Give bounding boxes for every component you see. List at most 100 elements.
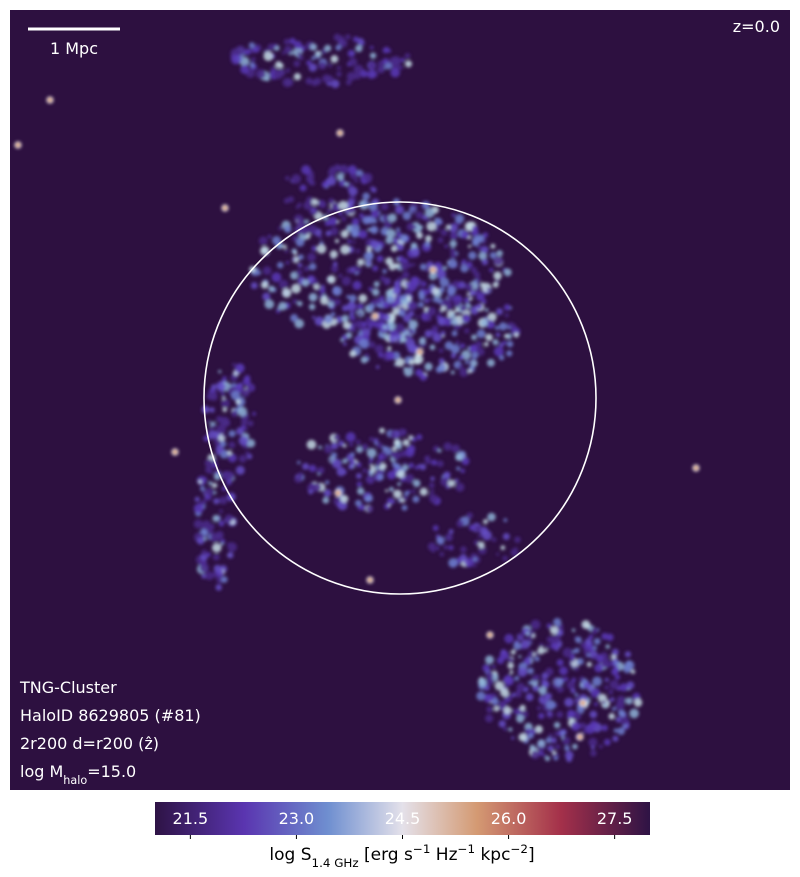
emission-blob	[457, 283, 462, 288]
emission-blob	[357, 38, 365, 46]
hot-spot	[171, 448, 179, 456]
emission-blob	[417, 279, 424, 287]
emission-blob	[424, 207, 435, 218]
colorbar-label: log S1.4 GHz [erg s−1 Hz−1 kpc−2]	[269, 842, 534, 870]
emission-blob	[629, 708, 639, 719]
emission-blob	[376, 255, 384, 263]
emission-blob	[205, 466, 213, 474]
emission-blob	[319, 241, 324, 246]
emission-blob	[324, 44, 332, 52]
emission-blob	[431, 287, 440, 295]
emission-blob	[362, 468, 367, 473]
emission-blob	[518, 655, 522, 659]
emission-blob	[625, 697, 633, 705]
emission-blob	[231, 410, 238, 417]
emission-blob	[555, 744, 561, 750]
emission-blob	[494, 325, 500, 331]
emission-blob	[507, 662, 514, 669]
emission-blob	[503, 304, 511, 311]
emission-blob	[443, 544, 449, 550]
emission-blob	[498, 322, 508, 331]
emission-blob	[311, 198, 319, 206]
emission-blob	[440, 305, 447, 312]
emission-blob	[545, 667, 554, 676]
emission-blob	[498, 720, 506, 728]
emission-blob	[250, 57, 256, 62]
emission-blob	[579, 722, 587, 729]
emission-blob	[351, 217, 360, 226]
emission-blob	[385, 289, 394, 298]
emission-blob	[473, 564, 477, 568]
emission-blob	[244, 375, 251, 382]
emission-blob	[271, 272, 282, 283]
emission-blob	[238, 454, 247, 463]
emission-blob	[468, 251, 477, 260]
emission-blob	[324, 314, 333, 324]
emission-blob	[564, 745, 570, 751]
emission-blob	[199, 563, 210, 573]
emission-blob	[219, 496, 228, 505]
emission-blob	[547, 711, 552, 716]
emission-blob	[200, 553, 208, 561]
emission-blob	[402, 439, 410, 447]
colorbar	[155, 802, 650, 835]
colorbar-tick-label: 26.0	[491, 809, 527, 828]
emission-blob	[443, 477, 447, 482]
emission-blob	[436, 460, 444, 468]
emission-blob	[321, 181, 329, 188]
emission-blob	[331, 265, 339, 273]
emission-blob	[553, 617, 562, 627]
emission-blob	[201, 520, 211, 530]
emission-blob	[364, 353, 370, 359]
emission-blob	[573, 665, 580, 672]
emission-blob	[206, 394, 211, 399]
emission-blob	[346, 71, 356, 81]
emission-blob	[224, 471, 235, 482]
emission-blob	[278, 301, 287, 311]
emission-blob	[306, 60, 312, 66]
emission-blob	[429, 344, 436, 351]
emission-blob	[390, 67, 400, 78]
emission-blob	[338, 38, 348, 48]
emission-blob	[319, 200, 327, 209]
emission-blob	[397, 255, 405, 263]
emission-blob	[410, 365, 414, 370]
emission-blob	[327, 275, 336, 284]
emission-blob	[436, 269, 447, 280]
emission-blob	[456, 520, 464, 528]
emission-blob	[534, 725, 543, 734]
emission-blob	[267, 234, 272, 239]
emission-blob	[363, 173, 373, 182]
emission-blob	[368, 461, 373, 466]
emission-blob	[440, 228, 448, 237]
emission-blob	[404, 334, 410, 340]
emission-blob	[355, 248, 361, 254]
emission-blob	[267, 43, 275, 51]
emission-blob	[377, 473, 384, 481]
emission-blob	[446, 286, 457, 296]
emission-blob	[295, 237, 305, 247]
emission-blob	[278, 226, 283, 231]
emission-blob	[323, 489, 332, 497]
emission-blob	[530, 750, 540, 759]
emission-blob	[432, 332, 442, 343]
emission-blob	[498, 700, 507, 709]
emission-blob	[611, 648, 619, 656]
emission-blob	[283, 38, 290, 45]
emission-blob	[309, 43, 318, 51]
emission-blob	[299, 184, 307, 192]
emission-blob	[505, 683, 509, 688]
emission-blob	[386, 497, 395, 505]
emission-blob	[244, 48, 251, 56]
emission-blob	[263, 51, 274, 62]
emission-blob	[284, 225, 292, 234]
emission-blob	[427, 297, 432, 302]
emission-blob	[394, 205, 404, 215]
emission-blob	[384, 62, 392, 70]
emission-blob	[336, 173, 345, 181]
emission-blob	[402, 271, 410, 279]
emission-blob	[468, 296, 473, 301]
emission-blob	[583, 648, 590, 655]
emission-blob	[461, 457, 470, 466]
emission-blob	[493, 256, 504, 267]
